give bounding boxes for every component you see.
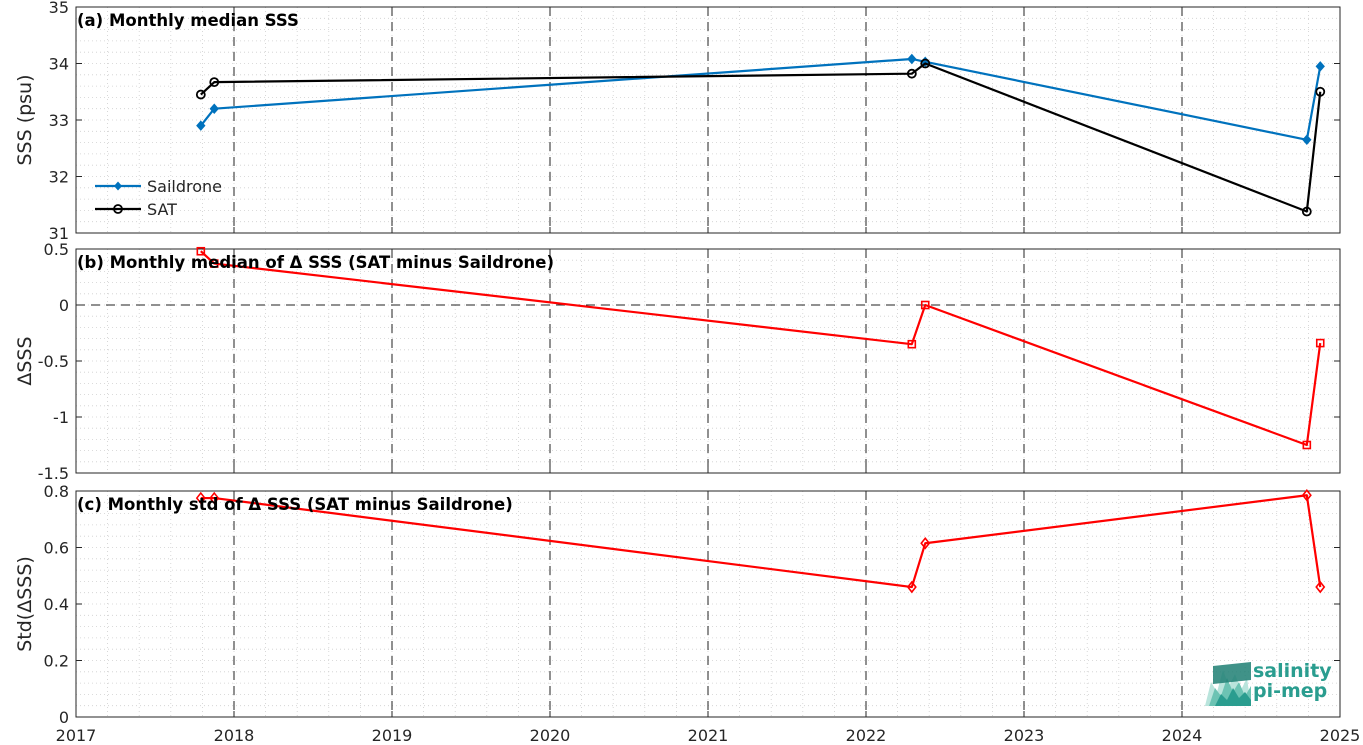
- data-point: [195, 491, 206, 505]
- legend-marker: [114, 181, 122, 191]
- data-point: [209, 491, 220, 505]
- panel-title: (b) Monthly median of Δ SSS (SAT minus S…: [77, 253, 554, 272]
- series-delta: [195, 488, 1326, 594]
- y-tick-label: 0.2: [44, 652, 69, 671]
- series-line: [200, 62, 1322, 213]
- y-tick-label: 33: [49, 111, 69, 130]
- data-point: [209, 259, 219, 268]
- y-tick-label: -1: [53, 408, 69, 427]
- series-delta: [196, 246, 1325, 450]
- y-tick-label: 32: [49, 168, 69, 187]
- y-axis-label: SSS (psu): [14, 74, 36, 165]
- series-sat: [195, 58, 1326, 217]
- x-tick-label: 2024: [1162, 726, 1203, 745]
- data-point: [920, 58, 931, 69]
- logo-line1: salinity: [1253, 660, 1332, 682]
- y-tick-label: -1.5: [38, 464, 69, 483]
- data-point: [209, 77, 220, 88]
- x-tick-label: 2021: [688, 726, 729, 745]
- panel-a: 31 32 33 34 35 SSS (psu) (a) Monthly median SS…: [14, 0, 1341, 243]
- y-axis-label: Std(ΔSSS): [14, 556, 36, 652]
- data-point: [209, 103, 219, 114]
- panel-title: (a) Monthly median SSS: [77, 11, 299, 30]
- data-point: [906, 580, 917, 594]
- x-tick-label: 2023: [1004, 726, 1045, 745]
- salinity-pi-mep-logo: salinity pi-mep: [1205, 660, 1332, 706]
- y-tick-label: 31: [49, 224, 69, 243]
- x-tick-label: 2017: [56, 726, 97, 745]
- x-tick-label: 2018: [214, 726, 255, 745]
- data-point: [196, 120, 206, 131]
- data-point: [1315, 61, 1325, 72]
- legend-label: SAT: [147, 200, 177, 219]
- x-tick-label: 2020: [530, 726, 571, 745]
- panel-c: 0 0.2 0.4 0.6 0.8 2017 2018 2019 2020 2021 2022 202…: [14, 482, 1360, 745]
- logo-line2: pi-mep: [1253, 680, 1327, 702]
- y-tick-label: 0.6: [44, 539, 69, 558]
- legend-label: Saildrone: [147, 177, 222, 196]
- y-axis-label: ΔSSS: [14, 336, 36, 385]
- data-point: [1301, 488, 1312, 502]
- y-tick-label: 0.8: [44, 482, 69, 501]
- data-point: [1315, 580, 1326, 594]
- data-point: [1302, 440, 1312, 450]
- panel-b: -1.5 -1 -0.5 0 0.5 ΔSSS (b) Monthly median of …: [14, 240, 1341, 483]
- legend-marker: [113, 204, 123, 214]
- y-tick-label: 0.4: [44, 595, 69, 614]
- series-line: [200, 250, 1322, 447]
- x-tick-label: 2025: [1320, 726, 1361, 745]
- series-line: [200, 494, 1322, 589]
- panel-title: (c) Monthly std of Δ SSS (SAT minus Sail…: [77, 495, 513, 514]
- data-point: [920, 536, 931, 550]
- series-line: [199, 57, 1322, 141]
- y-tick-label: 0.5: [44, 240, 69, 259]
- y-tick-label: -0.5: [38, 352, 69, 371]
- y-tick-label: 0: [59, 296, 69, 315]
- data-point: [1301, 206, 1312, 217]
- x-tick-label: 2019: [372, 726, 413, 745]
- data-point: [906, 68, 917, 79]
- series-saildrone: [196, 53, 1325, 146]
- y-tick-label: 35: [49, 0, 69, 17]
- data-point: [920, 300, 930, 310]
- y-tick-label: 0: [59, 708, 69, 727]
- data-point: [907, 339, 917, 349]
- data-point: [907, 53, 917, 65]
- data-point: [1302, 134, 1312, 146]
- legend: Saildrone SAT: [95, 177, 222, 219]
- data-point: [1315, 86, 1326, 97]
- x-tick-label: 2022: [846, 726, 887, 745]
- data-point: [195, 89, 206, 100]
- data-point: [196, 246, 206, 256]
- data-point: [1315, 338, 1325, 348]
- y-tick-label: 34: [49, 55, 69, 74]
